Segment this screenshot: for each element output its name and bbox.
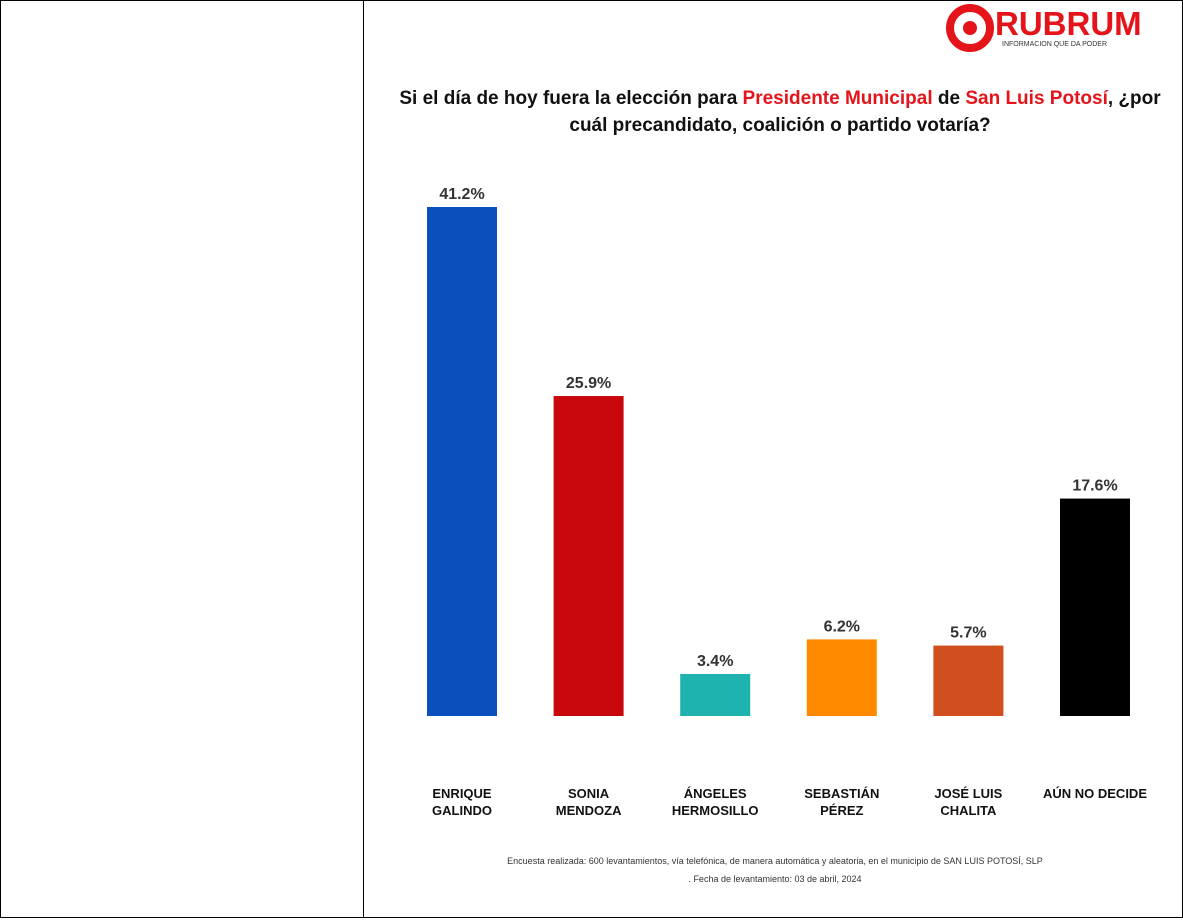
category-label: JOSÉ LUIS CHALITA bbox=[934, 786, 1003, 818]
title-part: de bbox=[932, 88, 966, 109]
footnote: Encuesta realizada: 600 levantamientos, … bbox=[507, 856, 1043, 866]
bar bbox=[1060, 498, 1130, 716]
title-part: San Luis Potosí bbox=[965, 88, 1108, 109]
value-label: 41.2% bbox=[439, 186, 484, 203]
bar bbox=[806, 639, 877, 716]
logo-dot bbox=[963, 21, 977, 35]
bar bbox=[933, 645, 1004, 716]
value-label: 5.7% bbox=[950, 625, 986, 642]
category-label: ÁNGELES HERMOSILLO bbox=[671, 786, 759, 818]
value-label: 25.9% bbox=[566, 375, 611, 392]
value-label: 17.6% bbox=[1072, 478, 1117, 495]
bar bbox=[553, 396, 624, 716]
logo-ring bbox=[946, 4, 994, 52]
logo-name: RUBRUM bbox=[995, 5, 1142, 42]
category-label: SONIA MENDOZA bbox=[555, 786, 622, 818]
bar bbox=[680, 673, 751, 716]
title-part: , ¿por cuál precandidato, coalición o pa… bbox=[569, 88, 1161, 136]
title-part: Presidente Municipal bbox=[742, 88, 933, 109]
footnote: . Fecha de levantamiento: 03 de abril, 2… bbox=[688, 874, 862, 884]
bar bbox=[427, 207, 497, 716]
category-label: SEBASTIÁN PÉREZ bbox=[804, 786, 880, 818]
title-part: Si el día de hoy fuera la elección para bbox=[399, 88, 743, 109]
logo-tagline: INFORMACION QUE DA PODER bbox=[1002, 41, 1107, 48]
category-label: ENRIQUE GALINDO bbox=[432, 786, 492, 818]
value-label: 3.4% bbox=[697, 653, 733, 670]
category-label: AÚN NO DECIDE bbox=[1042, 786, 1147, 801]
value-label: 6.2% bbox=[824, 618, 860, 635]
chart-title: Si el día de hoy fuera la elección para … bbox=[395, 85, 1165, 139]
